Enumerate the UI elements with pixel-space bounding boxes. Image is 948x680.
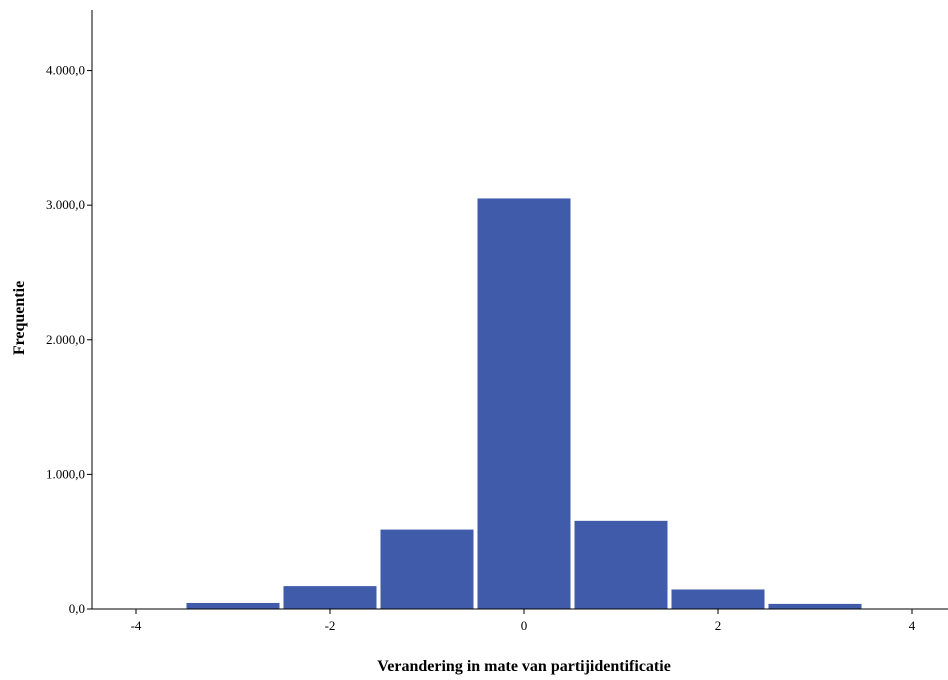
histogram-bar bbox=[283, 586, 377, 609]
histogram-bar bbox=[186, 602, 280, 609]
x-tick-label: 0 bbox=[521, 618, 528, 633]
x-tick-label: -2 bbox=[325, 618, 336, 633]
x-tick-label: 4 bbox=[909, 618, 916, 633]
x-axis-title: Verandering in mate van partijidentifica… bbox=[377, 658, 671, 675]
y-tick-label: 3.000,0 bbox=[46, 197, 85, 212]
y-tick-label: 2.000,0 bbox=[46, 332, 85, 347]
histogram-bar bbox=[477, 198, 571, 609]
histogram-bars bbox=[186, 198, 862, 609]
x-tick-label: 2 bbox=[715, 618, 722, 633]
y-axis-ticks: 0,0 1.000,0 2.000,0 3.000,0 4.000,0 bbox=[46, 63, 92, 616]
histogram-bar bbox=[671, 589, 765, 609]
x-axis-ticks: -4 -2 0 2 4 bbox=[131, 609, 916, 633]
y-tick-label: 4.000,0 bbox=[46, 63, 85, 78]
y-tick-label: 1.000,0 bbox=[46, 466, 85, 481]
y-tick-label: 0,0 bbox=[69, 601, 85, 616]
histogram-bar bbox=[768, 603, 862, 609]
histogram-bar bbox=[380, 529, 474, 609]
x-tick-label: -4 bbox=[131, 618, 142, 633]
y-axis-title: Frequentie bbox=[11, 281, 28, 355]
histogram-bar bbox=[574, 520, 668, 609]
